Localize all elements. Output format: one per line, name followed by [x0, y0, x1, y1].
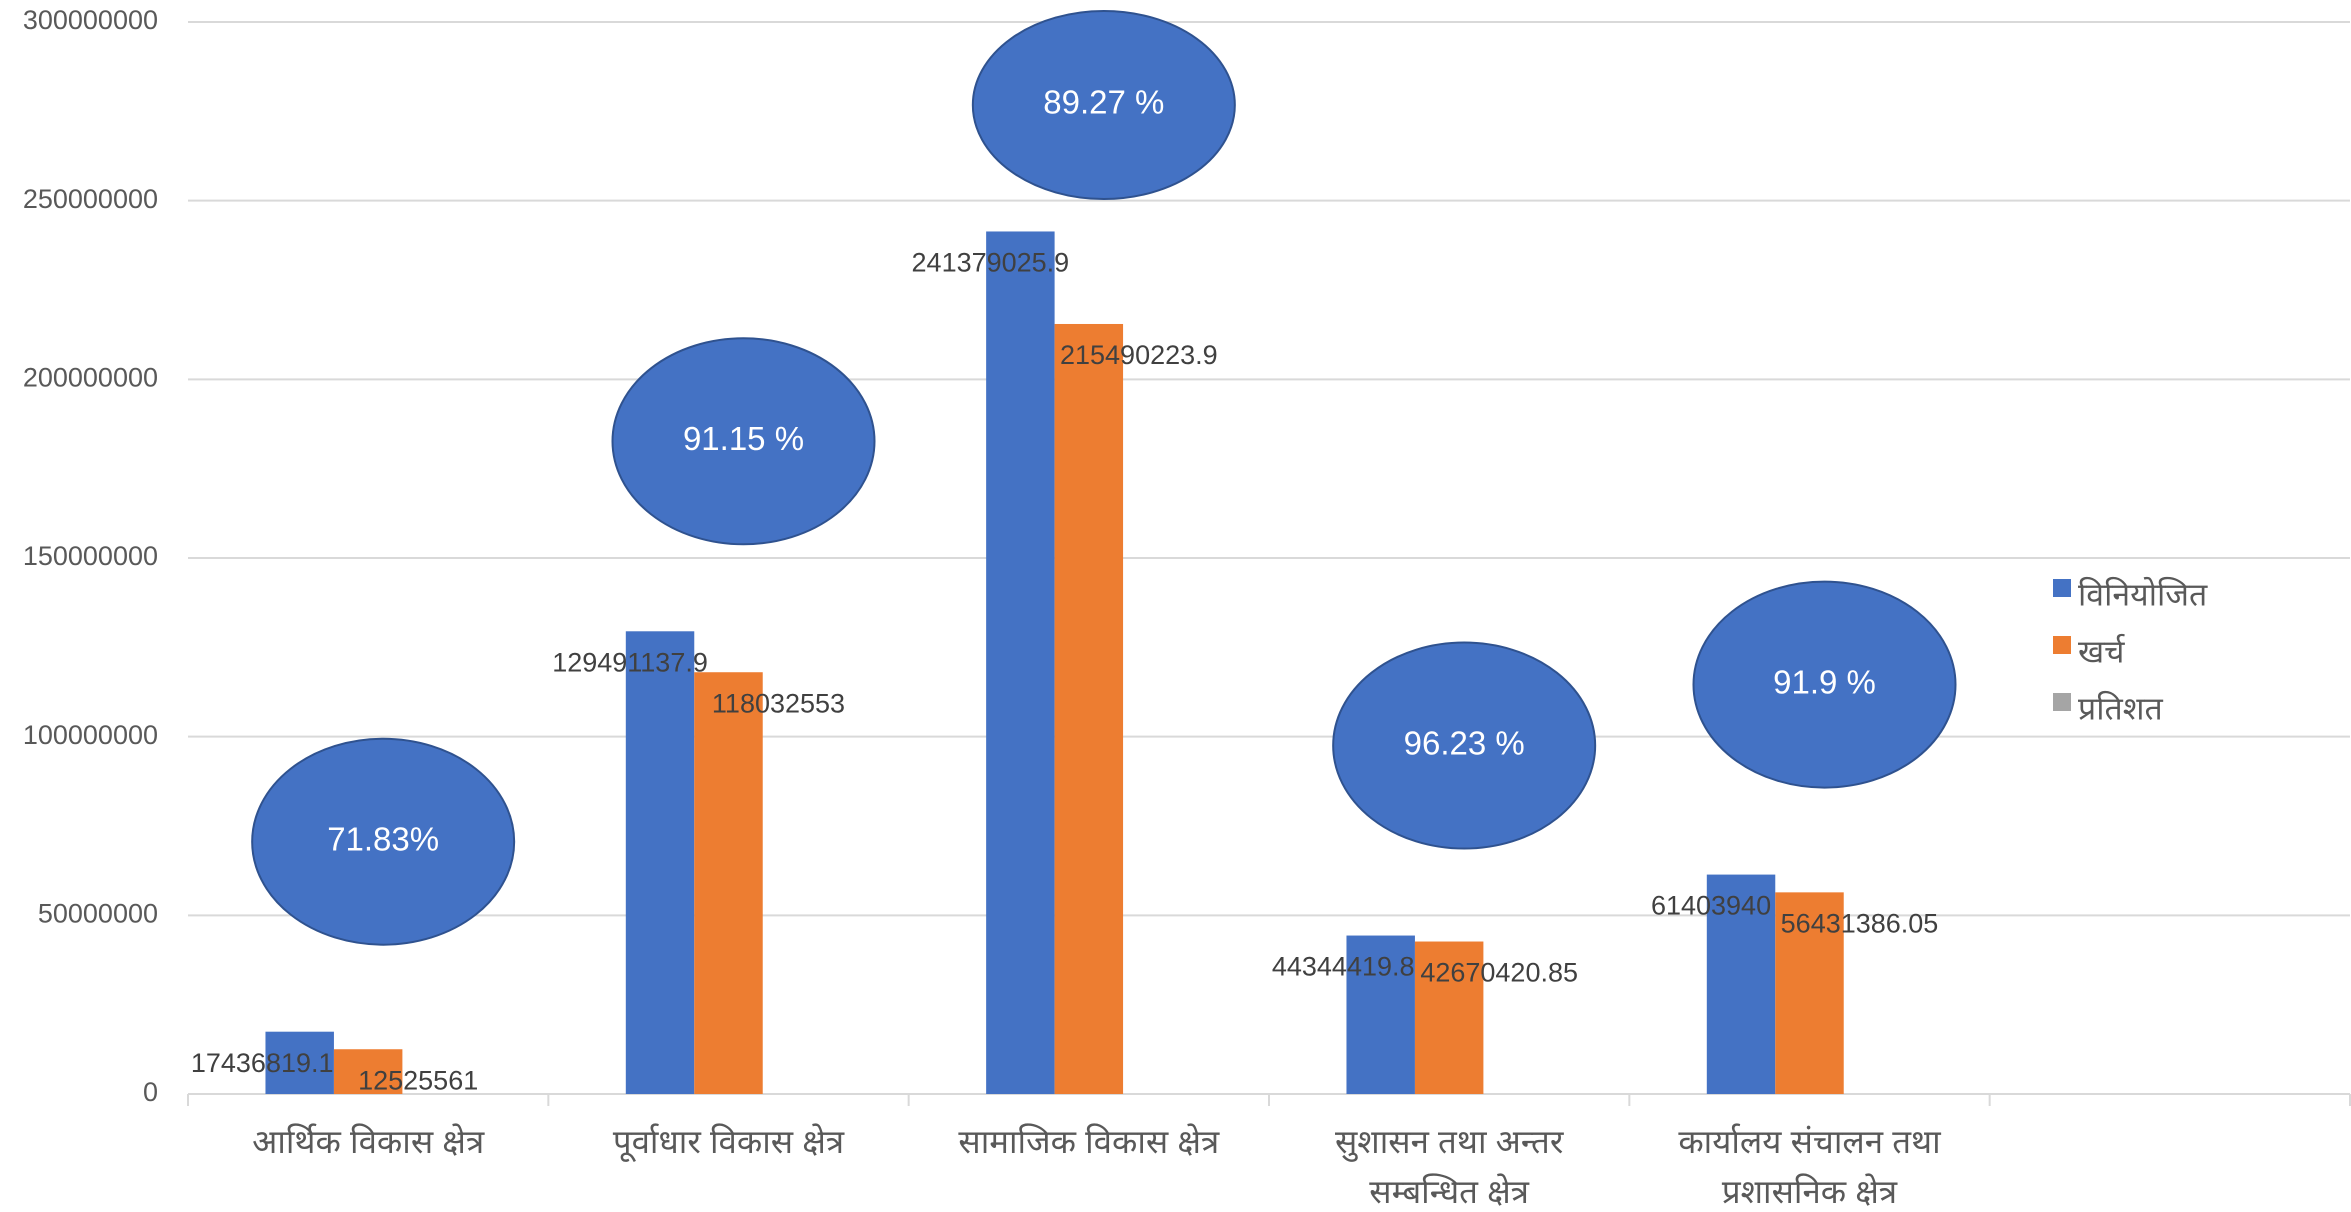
data-label: 71.83%	[327, 820, 439, 857]
y-tick-label: 300000000	[23, 5, 158, 35]
percent-bubble	[251, 737, 516, 946]
y-tick-label: 250000000	[23, 184, 158, 214]
bar	[1054, 323, 1124, 1095]
x-tick-label-line: सम्बन्धित क्षेत्र	[1369, 1173, 1529, 1210]
data-label: 215490223.9	[1060, 340, 1218, 370]
data-label: 89.27 %	[1043, 84, 1164, 121]
x-tick-label: पूर्वाधार विकास क्षेत्र	[613, 1123, 845, 1163]
data-label: 56431386.05	[1781, 908, 1939, 938]
x-tick-label-line: प्रशासनिक क्षेत्र	[1722, 1173, 1898, 1210]
percent-bubble	[611, 337, 876, 546]
data-label: 42670420.85	[1420, 958, 1578, 988]
bar	[986, 231, 1055, 1094]
bar	[265, 1031, 334, 1094]
data-label: 17436819.12	[191, 1048, 349, 1078]
data-label: 91.15 %	[683, 420, 804, 457]
x-tick-label-line: सामाजिक विकास क्षेत्र	[958, 1123, 1220, 1160]
data-label: 91.9 %	[1773, 663, 1876, 700]
percent-bubble	[1332, 641, 1597, 850]
legend-label: प्रतिशत	[2078, 690, 2163, 726]
x-tick-label-line: कार्यालय संचालन तथा	[1678, 1123, 1942, 1160]
data-label: 44344419.85	[1272, 952, 1430, 982]
x-tick-label-line: सुशासन तथा अन्तर	[1335, 1123, 1564, 1162]
data-label: 129491137.9	[552, 647, 708, 677]
y-tick-label: 150000000	[23, 541, 158, 571]
x-tick-label: सामाजिक विकास क्षेत्र	[958, 1123, 1220, 1160]
data-label: 12525561	[358, 1065, 478, 1095]
legend-label: विनियोजित	[2078, 576, 2208, 612]
bar	[694, 672, 763, 1094]
bar	[1414, 941, 1484, 1094]
legend-swatch	[2053, 579, 2071, 597]
y-tick-label: 200000000	[23, 362, 158, 392]
legend-swatch	[2053, 693, 2071, 711]
x-tick-label-line: पूर्वाधार विकास क्षेत्र	[613, 1123, 845, 1163]
legend-swatch	[2053, 636, 2071, 654]
bar	[1706, 874, 1776, 1094]
bar	[333, 1049, 403, 1094]
y-tick-label: 50000000	[38, 898, 158, 928]
bar	[1775, 892, 1844, 1094]
percent-bubble	[971, 10, 1236, 200]
bar	[625, 631, 695, 1094]
data-label: 241379025.9	[912, 248, 1070, 278]
data-label: 61403940	[1651, 891, 1771, 921]
bar	[1346, 935, 1415, 1094]
x-tick-label-line: आर्थिक विकास क्षेत्र	[252, 1123, 485, 1160]
y-tick-label: 100000000	[23, 720, 158, 750]
x-tick-label: सुशासन तथा अन्तर सम्बन्धित क्षेत्र	[1335, 1123, 1564, 1210]
x-tick-label: आर्थिक विकास क्षेत्र	[252, 1123, 485, 1160]
legend-label: खर्च	[2078, 633, 2125, 669]
y-tick-label: 0	[143, 1077, 158, 1107]
data-label: 118032553	[712, 688, 845, 718]
data-label: 96.23 %	[1404, 724, 1525, 761]
x-tick-label: कार्यालय संचालन तथा प्रशासनिक क्षेत्र	[1678, 1123, 1942, 1210]
percent-bubble	[1692, 580, 1957, 789]
